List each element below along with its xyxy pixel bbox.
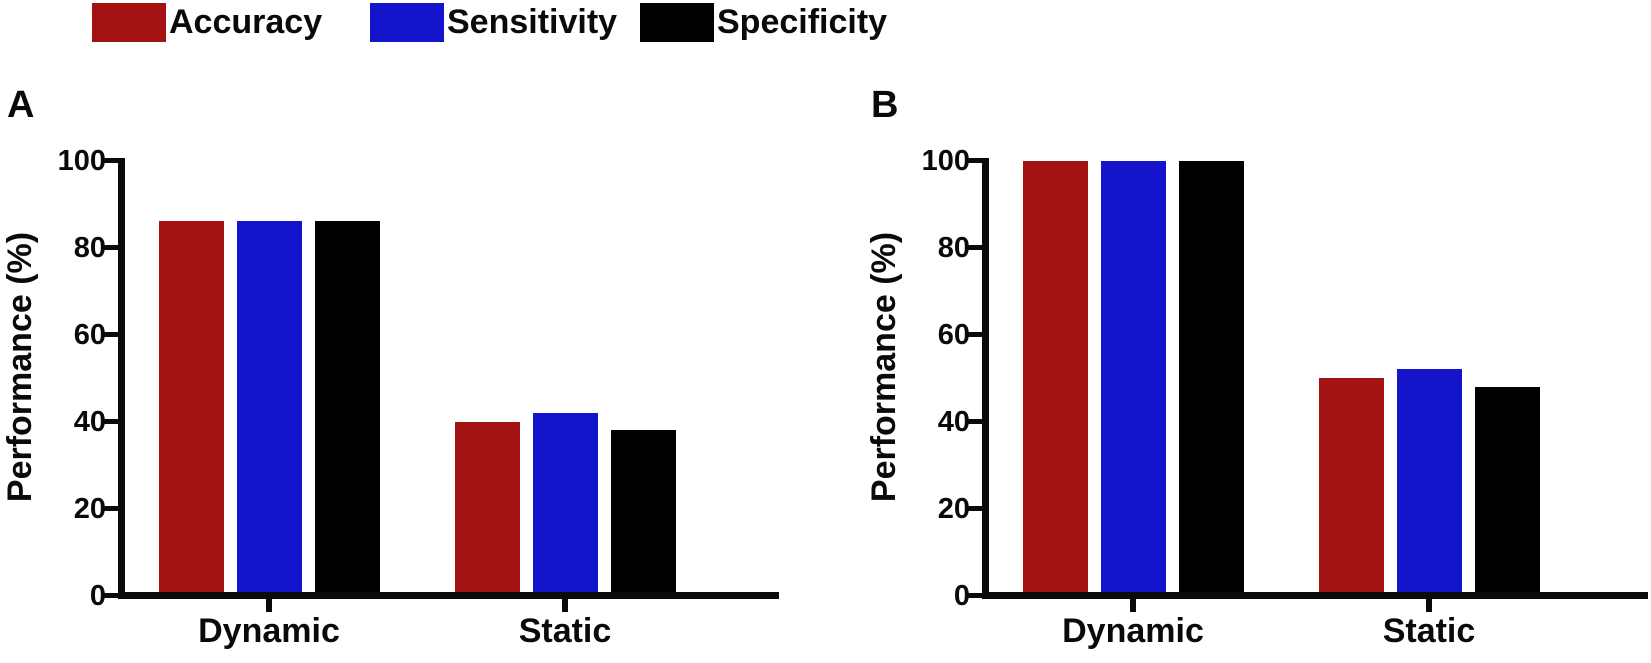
y-tick-label-40: 40: [73, 405, 106, 438]
y-tick-20: [968, 506, 982, 511]
bar-sensitivity-static: [532, 412, 598, 596]
y-tick-label-60: 60: [73, 318, 106, 351]
specificity-swatch-icon: [640, 3, 714, 42]
y-axis-line: [982, 158, 989, 599]
bar-accuracy-static: [1318, 378, 1384, 596]
y-tick-label-20: 20: [937, 492, 970, 525]
panel-a-letter: A: [7, 84, 35, 126]
y-tick-label-100: 100: [57, 144, 106, 177]
panel-b: B Performance (%) Dynamic Static 0 20 40 60 80…: [864, 0, 1651, 663]
y-tick-100: [104, 158, 118, 163]
bar-accuracy-dynamic: [1022, 160, 1088, 596]
panel-a: A Performance (%) Dynamic Static 0 20 40 60 80…: [0, 0, 787, 663]
bar-sensitivity-static: [1396, 369, 1462, 596]
x-category-label-static: Static: [1382, 612, 1476, 650]
legend-item-specificity: Specificity: [640, 3, 887, 42]
bar-sensitivity-dynamic: [236, 221, 302, 596]
y-tick-100: [968, 158, 982, 163]
x-tick-dynamic: [1130, 599, 1136, 612]
y-tick-60: [104, 332, 118, 337]
y-tick-label-80: 80: [937, 231, 970, 264]
x-tick-static: [1426, 599, 1432, 612]
x-axis-line: [982, 592, 1648, 599]
y-tick-label-0: 0: [89, 579, 106, 612]
x-tick-static: [562, 599, 568, 612]
legend-item-sensitivity: Sensitivity: [370, 3, 617, 42]
y-tick-40: [104, 419, 118, 424]
y-tick-80: [968, 245, 982, 250]
y-tick-0: [968, 593, 982, 598]
y-tick-label-0: 0: [953, 579, 970, 612]
x-tick-dynamic: [266, 599, 272, 612]
y-tick-0: [104, 593, 118, 598]
sensitivity-swatch-icon: [370, 3, 444, 42]
y-tick-label-20: 20: [73, 492, 106, 525]
bar-accuracy-dynamic: [158, 221, 224, 596]
bar-specificity-dynamic: [1178, 160, 1244, 596]
x-category-label-static: Static: [518, 612, 612, 650]
y-tick-20: [104, 506, 118, 511]
y-tick-80: [104, 245, 118, 250]
bar-specificity-static: [1474, 386, 1540, 596]
y-tick-label-60: 60: [937, 318, 970, 351]
legend-label-sensitivity: Sensitivity: [447, 3, 618, 41]
x-category-label-dynamic: Dynamic: [1062, 612, 1204, 650]
y-tick-label-80: 80: [73, 231, 106, 264]
y-tick-40: [968, 419, 982, 424]
accuracy-swatch-icon: [92, 3, 166, 42]
y-tick-label-40: 40: [937, 405, 970, 438]
bar-accuracy-static: [454, 421, 520, 596]
legend-label-accuracy: Accuracy: [169, 3, 323, 41]
x-axis-line: [118, 592, 779, 599]
legend-label-specificity: Specificity: [717, 3, 888, 41]
bar-sensitivity-dynamic: [1100, 160, 1166, 596]
y-tick-60: [968, 332, 982, 337]
y-tick-label-100: 100: [921, 144, 970, 177]
bar-specificity-static: [610, 430, 676, 596]
panel-b-letter: B: [871, 84, 899, 126]
x-category-label-dynamic: Dynamic: [198, 612, 340, 650]
y-axis-line: [118, 158, 125, 599]
bar-specificity-dynamic: [314, 221, 380, 596]
legend-item-accuracy: Accuracy: [92, 3, 322, 42]
